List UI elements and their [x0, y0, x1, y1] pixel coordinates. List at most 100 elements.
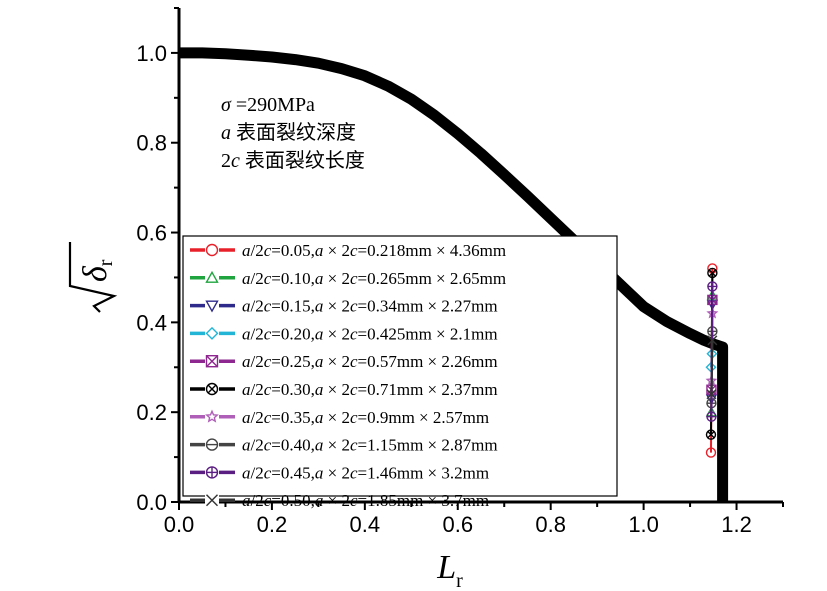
legend-label: a/2c=0.05,a × 2c=0.218mm × 4.36mm [242, 241, 506, 260]
marker-shape [205, 326, 219, 340]
y-axis-label: δr [68, 242, 118, 313]
marker-shape [707, 267, 718, 279]
series-layer [705, 263, 719, 458]
legend-label-part: × 2 [323, 269, 350, 288]
y-tick-label: 0.6 [136, 221, 167, 246]
marker-shape [205, 382, 219, 396]
legend-label: a/2c=0.45,a × 2c=1.46mm × 3.2mm [242, 463, 489, 482]
legend-label-part: a [242, 241, 251, 260]
legend-label-part: =0.25, [271, 352, 315, 371]
legend-label-part: a [315, 352, 324, 371]
legend-label-part: c [264, 463, 272, 482]
annotation-part: 表面裂纹深度 [231, 121, 356, 144]
data-point [707, 281, 718, 292]
legend-entry-3: a/2c=0.15,a × 2c=0.34mm × 2.27mm [190, 297, 498, 316]
marker-shape [206, 355, 218, 368]
legend-label-part: c [350, 324, 358, 343]
marker-shape [207, 384, 217, 394]
marker-shape [205, 270, 219, 283]
marker-shape [205, 300, 219, 313]
x-tick-label: 1.0 [628, 512, 659, 537]
legend-label-part: /2 [251, 269, 264, 288]
legend-label-part: c [350, 297, 358, 316]
legend-label-part: c [264, 491, 272, 510]
legend-label-part: /2 [251, 408, 264, 427]
marker-shape [205, 409, 219, 423]
legend-label-part: × 2 [323, 297, 350, 316]
legend-label-part: /2 [251, 324, 264, 343]
legend-label-part: a [315, 297, 324, 316]
legend-label-part: c [264, 436, 272, 455]
legend-label-part: c [264, 297, 272, 316]
legend-entry-1: a/2c=0.05,a × 2c=0.218mm × 4.36mm [190, 241, 506, 260]
legend-label-part: a [242, 491, 251, 510]
marker-shape [708, 269, 717, 277]
legend-label-part: × 2 [323, 463, 350, 482]
legend-label: a/2c=0.20,a × 2c=0.425mm × 2.1mm [242, 324, 498, 343]
legend-marker [205, 243, 219, 257]
legend-label-part: × 2 [323, 324, 350, 343]
annotation-1: σ =290MPa [221, 94, 315, 116]
legend-label: a/2c=0.35,a × 2c=0.9mm × 2.57mm [242, 408, 489, 427]
legend-label-part: c [350, 241, 358, 260]
legend-label-part: × 2 [323, 491, 350, 510]
marker-shape [707, 430, 715, 439]
legend-entry-9: a/2c=0.45,a × 2c=1.46mm × 3.2mm [190, 463, 489, 482]
legend-label-part: =1.46mm × 3.2mm [358, 463, 490, 482]
legend-label-part: a [315, 324, 324, 343]
legend-label-part: a [315, 241, 324, 260]
legend-label-part: c [264, 269, 272, 288]
y-tick-label: 0.8 [136, 131, 167, 156]
y-tick-label: 0.4 [136, 310, 167, 335]
legend-marker [205, 270, 219, 285]
legend-label-part: a [315, 491, 324, 510]
legend-box [182, 235, 618, 497]
legend-label-part: =0.71mm × 2.37mm [358, 380, 498, 399]
legend-label-part: c [350, 491, 358, 510]
y-axis-label-sub: r [95, 259, 117, 266]
x-tick-label: 0.4 [350, 512, 381, 537]
marker-shape [206, 494, 218, 507]
y-tick-label: 0.2 [136, 400, 167, 425]
legend-label-part: c [264, 352, 272, 371]
x-tick-label: 0.0 [164, 512, 195, 537]
legend-label-part: c [350, 269, 358, 288]
legend-marker [205, 382, 219, 396]
marker-shape [705, 429, 717, 440]
legend-label-part: =0.50, [271, 491, 315, 510]
legend-label-part: =0.9mm × 2.57mm [358, 408, 490, 427]
legend-entry-10: a/2c=0.50,a × 2c=1.85mm × 3.7mm [190, 491, 489, 510]
marker-shape [705, 447, 717, 458]
legend-label-part: a [242, 436, 251, 455]
legend-label-part: /2 [251, 463, 264, 482]
legend-entry-7: a/2c=0.35,a × 2c=0.9mm × 2.57mm [190, 408, 489, 427]
fad-curve [179, 47, 729, 502]
series-10 [706, 335, 718, 400]
annotation-part: a [221, 122, 231, 144]
annotation-part: c [231, 150, 240, 172]
marker-shape [706, 389, 717, 400]
legend-marker [205, 465, 219, 480]
legend-label-part: a [242, 463, 251, 482]
data-point [705, 429, 717, 440]
x-tick-label: 0.2 [257, 512, 288, 537]
legend-label-part: =0.10, [271, 269, 315, 288]
legend-label-part: a [242, 408, 251, 427]
legend-label-part: =0.35, [271, 408, 315, 427]
legend-label: a/2c=0.15,a × 2c=0.34mm × 2.27mm [242, 297, 498, 316]
legend-entry-6: a/2c=0.30,a × 2c=0.71mm × 2.37mm [190, 380, 498, 399]
y-tick-label: 1.0 [136, 41, 167, 66]
legend-label-part: /2 [251, 352, 264, 371]
x-tick-label: 0.8 [535, 512, 566, 537]
legend-label-part: c [350, 463, 358, 482]
data-point [706, 389, 717, 400]
annotation-2: a 表面裂纹深度 [221, 121, 356, 144]
series-line [710, 340, 714, 395]
legend-label: a/2c=0.25,a × 2c=0.57mm × 2.26mm [242, 352, 498, 371]
legend-label-part: /2 [251, 297, 264, 316]
legend-label-part: a [242, 352, 251, 371]
legend-label-part: × 2 [323, 241, 350, 260]
